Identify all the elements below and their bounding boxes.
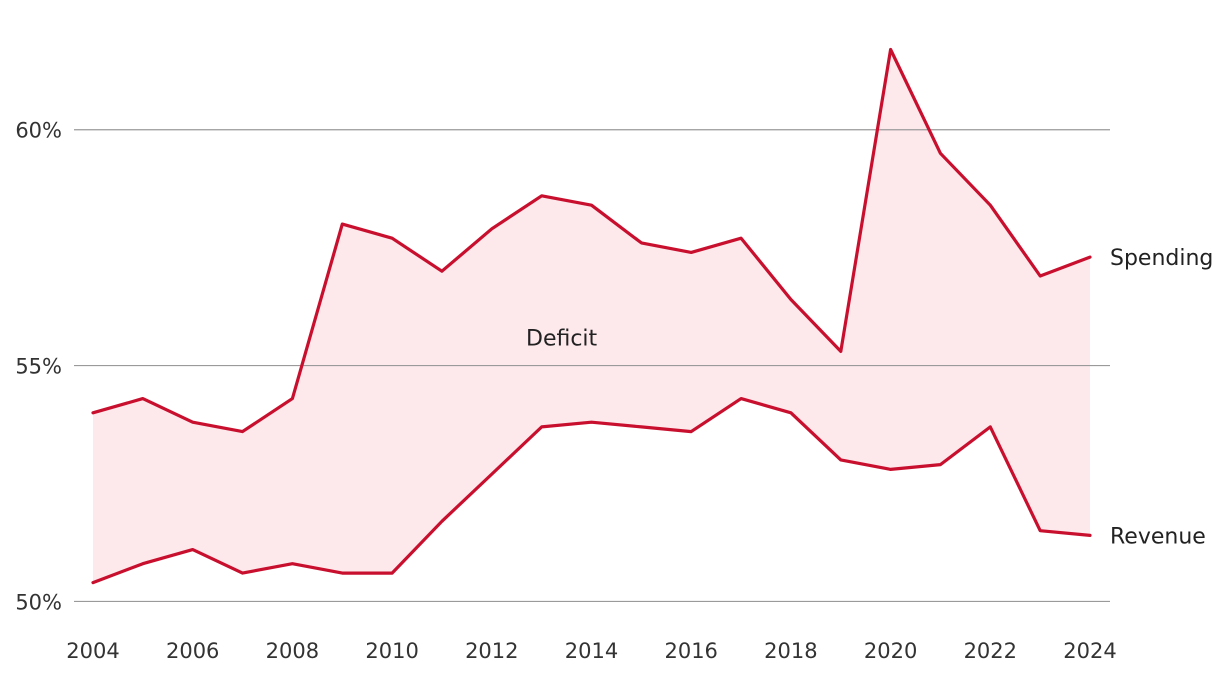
labels-layer: Spending Revenue Deficit — [526, 246, 1213, 549]
y-tick-label: 50% — [15, 590, 62, 614]
x-tick-label: 2022 — [964, 639, 1017, 663]
x-axis: 2004 2006 2008 2010 2012 2014 2016 2018 2020 2022… — [66, 639, 1116, 663]
series-label-revenue: Revenue — [1110, 524, 1206, 549]
series-line-spending — [91, 47, 1092, 434]
y-axis: 50% 55% 60% — [15, 119, 62, 615]
deficit-label: Deficit — [526, 326, 598, 351]
series-label-spending: Spending — [1110, 246, 1213, 271]
x-tick-label: 2014 — [565, 639, 618, 663]
deficit-band — [93, 49, 1090, 583]
x-tick-label: 2020 — [864, 639, 917, 663]
band-layer — [93, 49, 1090, 583]
x-tick-label: 2024 — [1063, 639, 1116, 663]
x-tick-label: 2016 — [664, 639, 717, 663]
x-tick-label: 2008 — [266, 639, 319, 663]
lines-layer — [91, 47, 1092, 585]
grid-layer — [74, 129, 1110, 603]
x-tick-label: 2018 — [764, 639, 817, 663]
y-tick-label: 55% — [15, 355, 62, 379]
x-tick-label: 2010 — [365, 639, 418, 663]
series-line-revenue — [91, 397, 1092, 585]
x-tick-label: 2004 — [66, 639, 119, 663]
x-tick-label: 2006 — [166, 639, 219, 663]
x-tick-label: 2012 — [465, 639, 518, 663]
y-tick-label: 60% — [15, 119, 62, 143]
